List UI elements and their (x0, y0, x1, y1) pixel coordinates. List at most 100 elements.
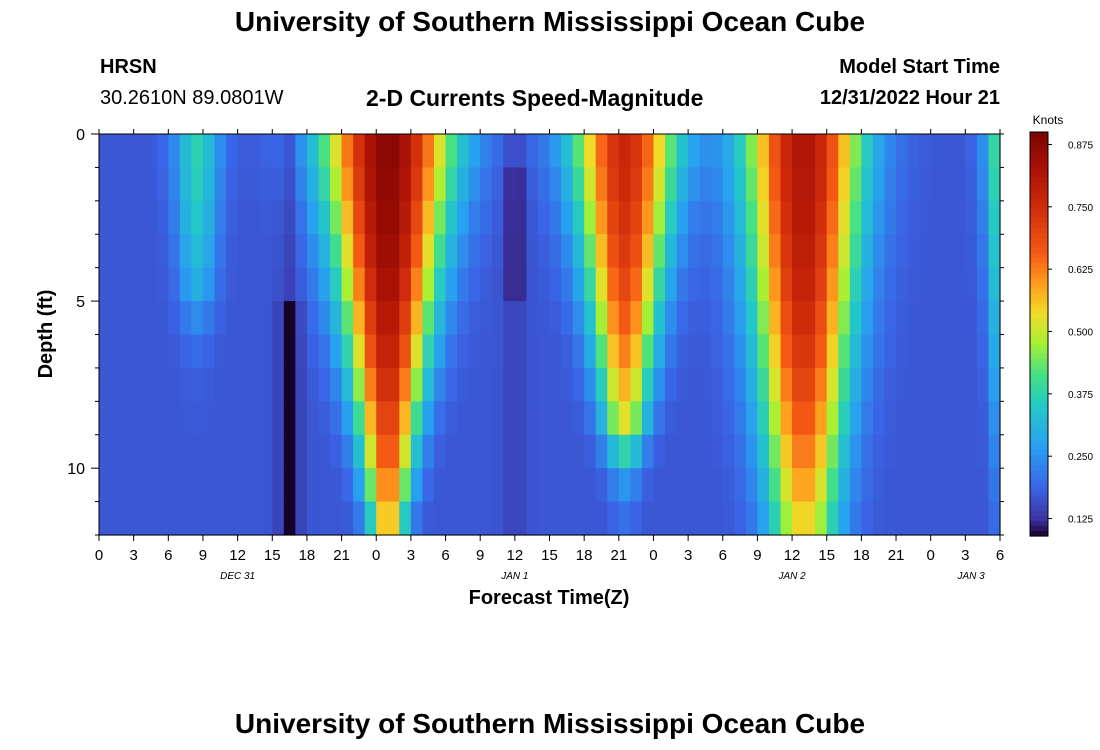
heatmap-cell (202, 200, 216, 235)
heatmap-cell (272, 167, 285, 202)
heatmap-cell (306, 401, 320, 436)
heatmap-cell (364, 167, 377, 202)
heatmap-cell (179, 501, 193, 536)
heatmap-cell (214, 167, 227, 202)
heatmap-cell (214, 200, 227, 235)
heatmap-cell (191, 501, 204, 536)
heatmap-cell (699, 434, 712, 469)
heatmap-cell (826, 468, 839, 503)
colorbar-segment (1030, 450, 1048, 456)
heatmap-cell (503, 434, 516, 469)
heatmap-cell (376, 267, 389, 302)
heatmap-cell (191, 367, 204, 402)
y-axis-label: Depth (ft) (35, 290, 57, 379)
heatmap-cell (896, 200, 909, 235)
heatmap-cell (757, 167, 770, 202)
heatmap-cell (99, 468, 112, 503)
heatmap-cell (306, 134, 320, 169)
heatmap-cell (838, 301, 851, 336)
heatmap-cell (722, 468, 735, 503)
x-tick-label: 21 (610, 547, 627, 564)
heatmap-cell (584, 234, 597, 269)
heatmap-cell (214, 267, 227, 302)
x-tick-label: 3 (961, 547, 969, 564)
heatmap-cell (330, 301, 343, 336)
heatmap-cell (514, 501, 527, 536)
heatmap-cell (561, 301, 574, 336)
heatmap-cell (133, 434, 146, 469)
heatmap-cell (930, 301, 943, 336)
heatmap-cell (226, 434, 239, 469)
colorbar-segment (1030, 490, 1048, 497)
heatmap-cell (641, 301, 655, 336)
heatmap-cell (792, 501, 805, 536)
heatmap-cell (306, 468, 320, 503)
heatmap-cell (584, 167, 597, 202)
heatmap-cell (353, 134, 366, 169)
heatmap-cell (734, 501, 747, 536)
heatmap-cell (595, 501, 608, 536)
heatmap-cell (168, 267, 181, 302)
heatmap-cell (884, 401, 897, 436)
heatmap-cell (249, 434, 262, 469)
heatmap-cell (410, 501, 424, 536)
heatmap-cell (457, 434, 470, 469)
heatmap-cell (283, 501, 296, 536)
colorbar-segment (1030, 308, 1048, 315)
heatmap-cell (272, 134, 285, 169)
heatmap-cell (503, 234, 516, 269)
heatmap-cell (907, 367, 920, 402)
heatmap-cell (780, 200, 793, 235)
heatmap-cell (330, 134, 343, 169)
heatmap-cell (537, 167, 551, 202)
heatmap-cell (110, 334, 123, 369)
heatmap-cell (641, 334, 655, 369)
colorbar-segment (1030, 389, 1048, 396)
heatmap-cell (584, 134, 597, 169)
heatmap-cell (768, 134, 782, 169)
heatmap-cell (665, 401, 678, 436)
colorbar-segment (1030, 283, 1048, 290)
heatmap-cell (953, 468, 966, 503)
heatmap-cell (526, 167, 539, 202)
heatmap-cell (237, 501, 250, 536)
colorbar-segment (1030, 515, 1048, 522)
heatmap-cell (595, 301, 608, 336)
heatmap-cell (295, 234, 308, 269)
heatmap-cell (387, 334, 400, 369)
heatmap-cell (330, 401, 343, 436)
x-tick-label: 12 (507, 547, 524, 564)
x-tick-label: 9 (199, 547, 207, 564)
heatmap-cell (653, 401, 666, 436)
x-axis-label: Forecast Time(Z) (469, 587, 630, 609)
heatmap-cell (757, 468, 770, 503)
heatmap-cell (676, 334, 689, 369)
colorbar-segment (1030, 505, 1048, 512)
heatmap-cell (260, 367, 273, 402)
heatmap-cell (399, 267, 412, 302)
heatmap-cell (711, 200, 724, 235)
heatmap-cell (214, 434, 227, 469)
heatmap-cell (630, 134, 643, 169)
heatmap-cell (618, 134, 631, 169)
heatmap-cell (480, 367, 493, 402)
heatmap-cell (537, 134, 551, 169)
heatmap-cell (688, 200, 701, 235)
heatmap-cell (745, 334, 759, 369)
heatmap-cell (226, 468, 239, 503)
heatmap-cell (745, 401, 759, 436)
heatmap-cell (803, 367, 816, 402)
heatmap-cell (665, 134, 678, 169)
heatmap-cell (480, 167, 493, 202)
heatmap-cell (676, 167, 689, 202)
heatmap-cell (838, 468, 851, 503)
date-label: JAN 1 (500, 571, 528, 582)
colorbar-segment (1030, 222, 1048, 229)
heatmap-cell (272, 200, 285, 235)
heatmap-cell (341, 434, 354, 469)
colorbar-segment (1030, 369, 1048, 375)
heatmap-cell (792, 167, 805, 202)
heatmap-cell (803, 134, 816, 169)
heatmap-cell (722, 434, 735, 469)
heatmap-cell (757, 301, 770, 336)
